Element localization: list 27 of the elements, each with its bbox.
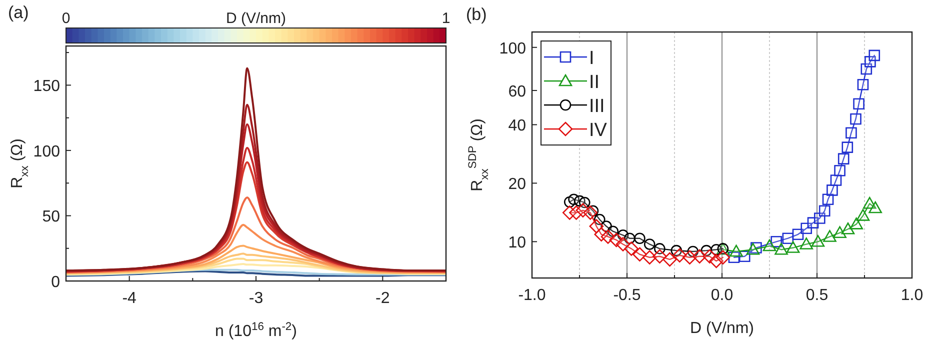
y-tick-label: 50: [42, 208, 60, 226]
chart-title: (b): [466, 5, 487, 24]
y-tick-label: 100: [33, 143, 60, 160]
color-bar-label: 1: [442, 10, 450, 27]
color-bar-title: D (V/nm): [226, 10, 286, 27]
legend-label: II: [589, 72, 600, 93]
x-tick-label: -0.5: [613, 287, 641, 304]
x-tick-label: 1.0: [900, 287, 924, 304]
legend-label: I: [589, 48, 594, 69]
x-tick-label: -3: [248, 290, 264, 307]
x-tick-label: 0.0: [710, 287, 734, 304]
y-tick-label: 0: [51, 274, 60, 291]
x-axis-title: D (V/nm): [690, 320, 754, 337]
legend-label: III: [589, 96, 605, 117]
y-tick-label: 40: [508, 118, 526, 135]
x-tick-label: 0.5: [806, 287, 828, 304]
y-tick-label: 150: [33, 78, 60, 96]
y-tick-label: 100: [499, 40, 526, 58]
x-tick-label: -1.0: [518, 287, 546, 304]
x-tick-label: -2: [376, 290, 390, 307]
legend-label: IV: [589, 120, 608, 141]
y-tick-label: 60: [508, 83, 526, 100]
chart-title: (a): [8, 3, 29, 22]
y-tick-label: 20: [508, 176, 526, 194]
x-tick-label: -4: [122, 290, 137, 307]
y-tick-label: 10: [508, 234, 526, 252]
x-axis-title: n (10$^{16}$ m$^{-2}$): [215, 321, 297, 340]
